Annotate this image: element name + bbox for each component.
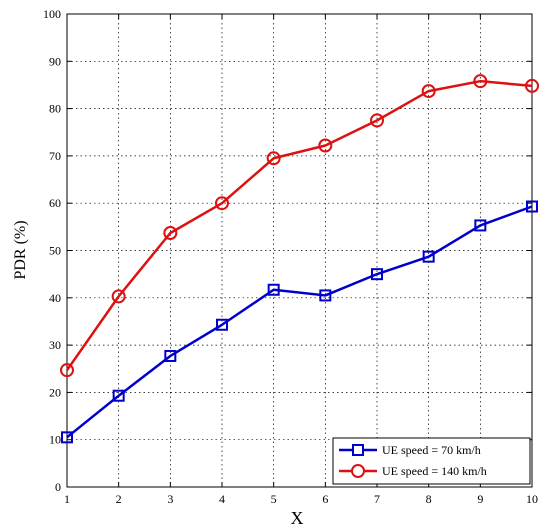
y-tick-label: 20 — [49, 385, 61, 399]
series-line — [66, 205, 533, 439]
series-2 — [60, 74, 539, 378]
data-point — [421, 84, 436, 99]
data-point — [111, 289, 126, 304]
x-tick-label: 7 — [374, 492, 380, 506]
data-point — [474, 219, 487, 232]
y-tick-label: 30 — [49, 338, 61, 352]
series-line — [65, 79, 533, 371]
data-point — [370, 113, 384, 128]
x-tick-label: 8 — [426, 492, 432, 506]
legend-entry-2: UE speed = 140 km/h — [339, 464, 487, 478]
legend-marker — [351, 464, 365, 478]
data-point — [112, 389, 125, 402]
x-tick-label: 9 — [477, 492, 483, 506]
y-tick-label: 10 — [49, 433, 61, 447]
series-group — [60, 74, 539, 444]
data-point — [60, 363, 74, 378]
y-tick-label: 0 — [55, 480, 61, 494]
data-point — [266, 151, 281, 166]
data-point — [163, 225, 178, 240]
data-point — [473, 74, 488, 89]
legend-marker — [352, 444, 364, 456]
legend: UE speed = 70 km/h UE speed = 140 km/h — [332, 437, 531, 485]
data-point — [422, 250, 435, 263]
legend-label: UE speed = 140 km/h — [382, 464, 487, 478]
data-point — [215, 196, 229, 211]
x-tick-label: 10 — [526, 492, 538, 506]
y-tick-label: 70 — [49, 149, 61, 163]
data-point — [525, 78, 539, 93]
y-tick-label: 80 — [49, 102, 61, 116]
x-tick-label: 1 — [64, 492, 70, 506]
x-tick-label: 4 — [219, 492, 225, 506]
legend-label: UE speed = 70 km/h — [382, 443, 481, 457]
data-point — [267, 283, 280, 296]
y-tick-label: 100 — [43, 7, 61, 21]
data-point — [318, 138, 333, 153]
series-1 — [61, 200, 538, 444]
y-tick-label: 40 — [49, 291, 61, 305]
data-point — [371, 268, 383, 281]
data-point — [319, 289, 332, 302]
y-tick-label: 60 — [49, 196, 61, 210]
y-axis-title: PDR (%) — [12, 220, 29, 279]
x-axis-title: X — [291, 508, 304, 528]
x-tick-label: 6 — [322, 492, 328, 506]
data-point — [61, 431, 73, 444]
x-tick-label: 3 — [167, 492, 173, 506]
data-point — [526, 200, 538, 213]
legend-box — [332, 437, 531, 485]
x-tick-label: 2 — [116, 492, 122, 506]
y-tick-label: 90 — [49, 54, 61, 68]
y-tick-label: 50 — [49, 244, 61, 258]
data-point — [164, 349, 177, 362]
data-point — [216, 318, 228, 331]
x-tick-label: 5 — [271, 492, 277, 506]
grid — [67, 14, 532, 487]
legend-entry-1: UE speed = 70 km/h — [339, 443, 481, 457]
